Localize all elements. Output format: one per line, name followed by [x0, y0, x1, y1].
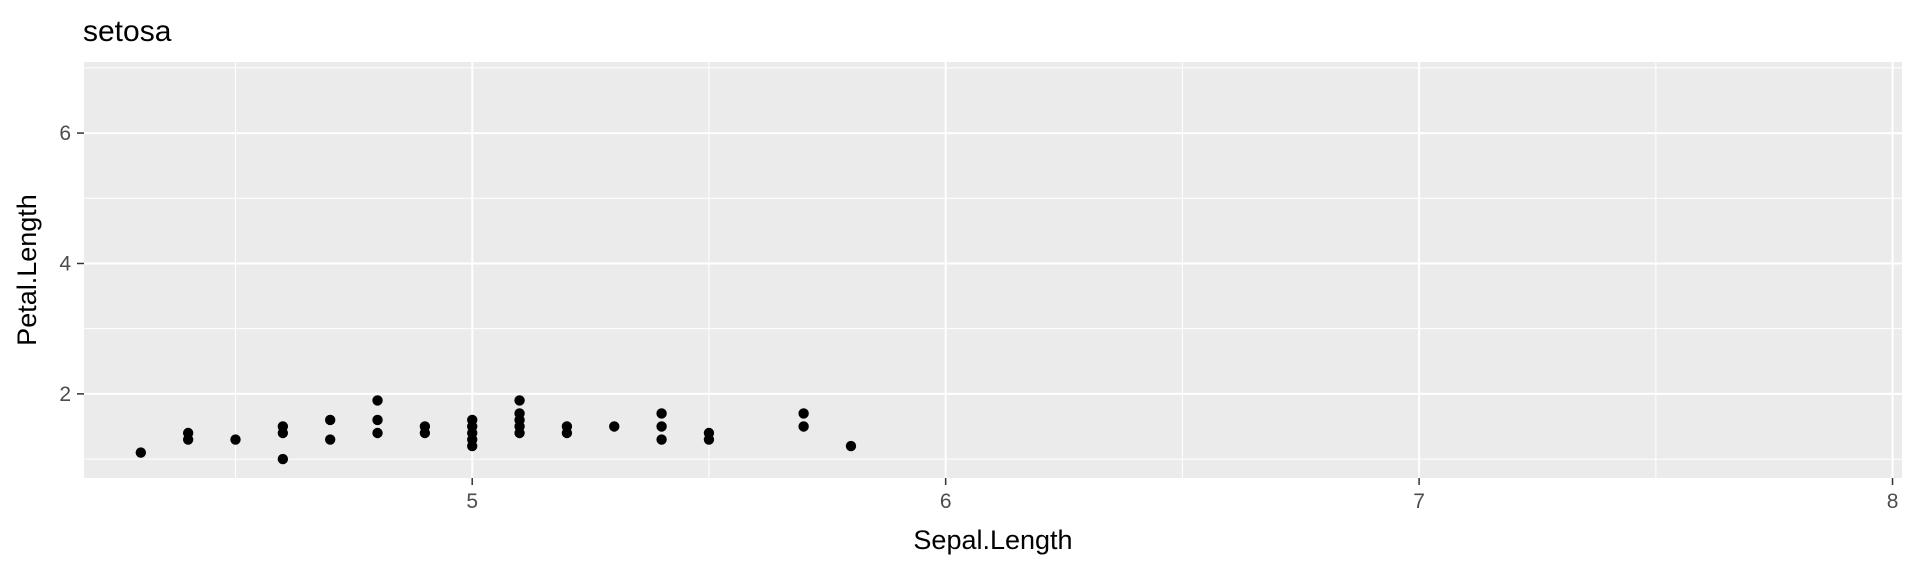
- x-axis: 5 6 7 8: [466, 478, 1898, 513]
- data-point: [182, 427, 194, 439]
- data-point: [277, 453, 289, 465]
- data-point: [324, 414, 336, 426]
- y-tick-label: 2: [59, 383, 71, 406]
- data-point: [656, 421, 667, 432]
- data-point: [845, 440, 857, 452]
- data-point: [514, 395, 525, 406]
- plot-panel: [84, 62, 1902, 478]
- data-point: [372, 395, 383, 406]
- x-tick-label: 8: [1887, 490, 1899, 513]
- y-axis-label: Petal.Length: [12, 194, 42, 346]
- data-point: [419, 421, 431, 432]
- major-gridlines: [84, 62, 1902, 478]
- y-tick-label: 6: [59, 122, 71, 145]
- x-tick-label: 6: [940, 490, 952, 513]
- data-point: [561, 421, 573, 432]
- data-point: [372, 427, 383, 439]
- x-axis-label: Sepal.Length: [913, 525, 1072, 555]
- data-point: [324, 434, 336, 445]
- data-point: [798, 408, 809, 419]
- y-axis: 2 4 6: [59, 122, 84, 406]
- data-point: [514, 408, 525, 419]
- data-point: [656, 434, 667, 445]
- data-point: [230, 434, 241, 445]
- x-tick-label: 5: [466, 490, 478, 513]
- data-point: [135, 447, 147, 458]
- y-tick-label: 4: [59, 252, 71, 275]
- chart-title: setosa: [83, 15, 172, 48]
- data-point: [609, 421, 620, 432]
- data-point: [703, 427, 715, 439]
- data-point: [656, 408, 667, 419]
- data-point: [277, 421, 289, 432]
- data-point: [372, 414, 383, 426]
- x-tick-label: 7: [1413, 490, 1425, 513]
- data-point: [798, 421, 809, 432]
- data-points: [135, 395, 857, 465]
- data-point: [467, 414, 478, 426]
- minor-gridlines: [84, 62, 1902, 478]
